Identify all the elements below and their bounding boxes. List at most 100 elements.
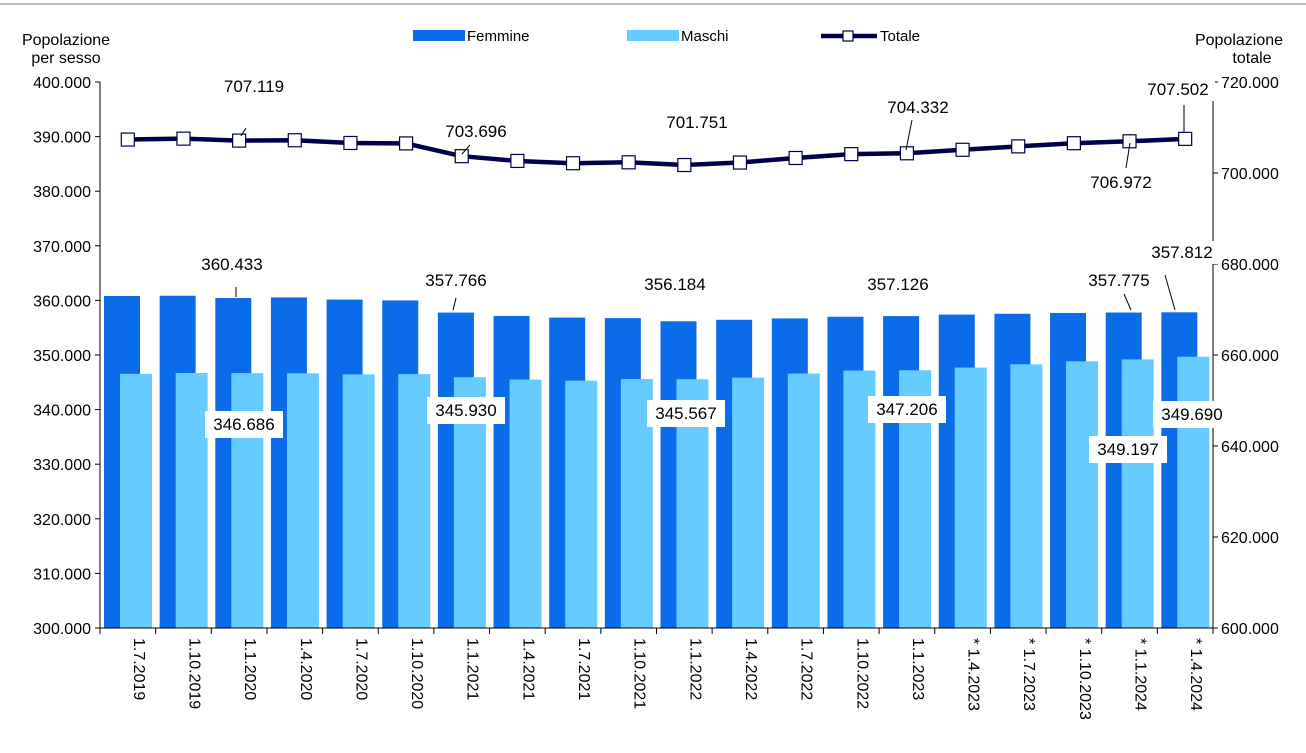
marker-totale <box>1066 136 1081 151</box>
category-label: 1.1.2022 <box>686 638 703 700</box>
marker-totale <box>1178 131 1193 146</box>
category-label: 1.10.2022 <box>853 638 870 709</box>
data-label: 357.812 <box>1151 243 1212 262</box>
category-label: 1.7.2022 <box>798 638 815 700</box>
data-label-box <box>205 411 283 438</box>
marker-totale <box>844 147 859 162</box>
category-label: 1.4.2021 <box>519 638 536 700</box>
left-axis-title-line2: per sesso <box>31 50 100 67</box>
left-axis-title-line1: Popolazione <box>22 32 110 49</box>
data-label-box <box>419 269 493 292</box>
data-label-leader <box>905 119 913 151</box>
legend-marker-totale <box>842 30 854 42</box>
data-label-leader <box>240 127 247 137</box>
data-label: 349.690 <box>1161 405 1222 424</box>
category-label: * 1.10.2023 <box>1076 638 1093 720</box>
bar-maschi <box>787 373 820 628</box>
data-label: 707.502 <box>1147 80 1208 99</box>
data-label: 707.119 <box>224 77 284 96</box>
bar-maschi <box>398 374 431 628</box>
data-label: 706.972 <box>1090 173 1151 192</box>
data-label-leader <box>1123 293 1132 311</box>
data-label-leader <box>1125 142 1131 169</box>
marker-totale <box>788 150 803 166</box>
category-label: * 1.7.2023 <box>1020 638 1037 711</box>
data-label: 356.184 <box>644 275 705 294</box>
bar-maschi <box>342 374 375 628</box>
data-label: 357.775 <box>1088 271 1149 290</box>
marker-totale <box>899 146 915 161</box>
right-tick-label: 600.000 <box>1221 621 1279 638</box>
category-label: 1.10.2019 <box>185 638 202 709</box>
bar-maschi <box>120 373 152 628</box>
marker-totale <box>287 133 302 148</box>
left-tick-label: 360.000 <box>33 293 91 310</box>
marker-totale <box>955 142 970 157</box>
data-label-box <box>861 273 935 296</box>
marker-totale <box>398 136 414 151</box>
data-label-box <box>1089 436 1167 463</box>
marker-totale <box>565 156 581 171</box>
category-label: 1.1.2021 <box>464 638 481 700</box>
left-tick-label: 370.000 <box>33 239 91 256</box>
right-axis-title-line1: Popolazione <box>1195 32 1283 49</box>
bar-maschi <box>565 380 598 628</box>
left-tick-label: 300.000 <box>33 621 91 638</box>
bar-maschi <box>1121 359 1154 628</box>
data-label-leader <box>1164 274 1176 311</box>
data-label-box <box>1141 78 1215 101</box>
marker-totale <box>732 155 748 170</box>
right-tick-label: 660.000 <box>1221 348 1279 365</box>
legend-label-femmine: Femmine <box>467 28 530 45</box>
left-tick-label: 390.000 <box>33 130 91 147</box>
category-label: 1.4.2020 <box>297 638 314 700</box>
category-label: 1.4.2022 <box>742 638 759 700</box>
left-tick-label: 350.000 <box>33 348 91 365</box>
bar-maschi <box>286 373 319 628</box>
marker-totale <box>677 157 692 173</box>
category-label: 1.7.2021 <box>575 638 592 700</box>
legend-label-totale: Totale <box>880 28 920 45</box>
line-totale <box>127 136 1186 168</box>
category-label: 1.7.2019 <box>130 638 147 700</box>
right-tick-label: 720.000 <box>1221 75 1279 92</box>
data-label: 704.332 <box>887 98 948 117</box>
right-tick-label: 640.000 <box>1221 439 1279 456</box>
bar-maschi <box>954 367 987 628</box>
legend-swatch-maschi <box>627 30 679 41</box>
category-label: * 1.1.2024 <box>1132 638 1149 711</box>
marker-totale <box>510 153 525 169</box>
data-label-box <box>660 111 734 134</box>
left-tick-label: 310.000 <box>33 566 91 583</box>
left-tick-label: 400.000 <box>33 75 91 92</box>
category-label: * 1.4.2023 <box>965 638 982 711</box>
right-tick-label: 620.000 <box>1221 530 1279 547</box>
data-label-box <box>427 397 505 424</box>
data-label-box <box>868 396 946 423</box>
category-label: 1.1.2020 <box>241 638 258 700</box>
data-label: 703.696 <box>445 122 506 141</box>
left-tick-label: 340.000 <box>33 403 91 420</box>
marker-totale <box>120 132 135 147</box>
bar-maschi <box>1010 364 1043 628</box>
right-tick-label: 680.000 <box>1221 257 1279 274</box>
data-label-box <box>1153 401 1231 428</box>
bar-maschi <box>1177 356 1210 628</box>
marker-totale <box>1011 139 1026 154</box>
marker-totale <box>343 135 358 151</box>
right-tick-label: 700.000 <box>1221 166 1279 183</box>
marker-totale <box>621 155 636 170</box>
data-label: 357.126 <box>867 275 928 294</box>
bar-maschi <box>1066 361 1099 628</box>
legend-label-maschi: Maschi <box>681 28 729 45</box>
data-label-leader <box>452 297 457 311</box>
category-label: 1.10.2021 <box>631 638 648 709</box>
data-label-box <box>1145 241 1219 264</box>
legend-swatch-femmine <box>413 30 465 41</box>
data-label-box <box>1084 171 1158 194</box>
marker-totale <box>232 133 247 148</box>
bar-maschi <box>509 379 542 628</box>
marker-totale <box>454 149 469 164</box>
right-axis-title-line2: totale <box>1232 50 1271 67</box>
left-tick-label: 380.000 <box>33 184 91 201</box>
